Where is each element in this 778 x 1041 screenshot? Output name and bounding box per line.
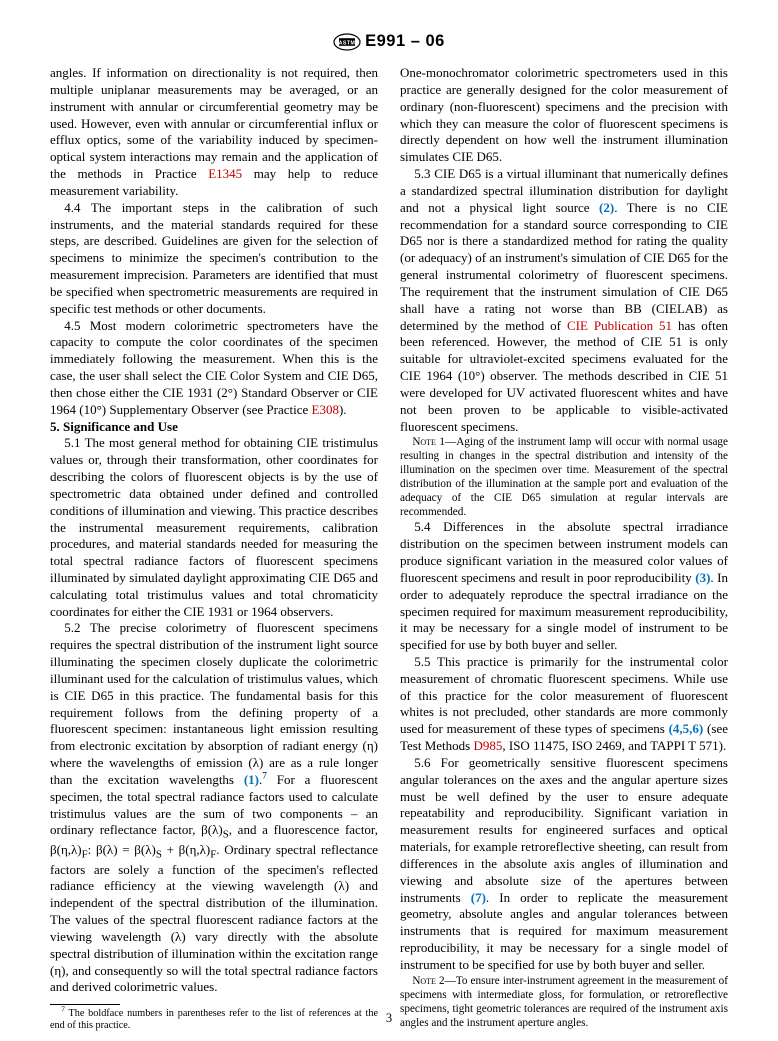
text: ). xyxy=(339,402,347,417)
astm-logo: ASTM xyxy=(333,33,361,51)
text: , ISO 11475, ISO 2469, and TAPPI T 571). xyxy=(502,738,726,753)
text: 5.6 For geometrically sensitive fluoresc… xyxy=(400,755,728,905)
doc-id: E991 – 06 xyxy=(365,32,445,50)
para-4-4: 4.4 The important steps in the calibrati… xyxy=(50,200,378,318)
link-d985[interactable]: D985 xyxy=(473,738,502,753)
text: 5.4 Differences in the absolute spectral… xyxy=(400,519,728,584)
link-cie51[interactable]: CIE Publication 51 xyxy=(567,318,672,333)
text: has often been referenced. However, the … xyxy=(400,318,728,434)
ref-1[interactable]: (1) xyxy=(244,772,259,787)
note-1-label: Note 1 xyxy=(412,436,445,448)
refs-456[interactable]: (4,5,6) xyxy=(669,721,704,736)
ref-7[interactable]: (7) xyxy=(471,890,486,905)
note-2-label: Note 2 xyxy=(412,975,444,987)
text: angles. If information on directionality… xyxy=(50,65,378,181)
para-5-4: 5.4 Differences in the absolute spectral… xyxy=(400,519,728,654)
para-4-5: 4.5 Most modern colorimetric spectromete… xyxy=(50,318,378,419)
para-5-5: 5.5 This practice is primarily for the i… xyxy=(400,654,728,755)
para-5-2: 5.2 The precise colorimetry of fluoresce… xyxy=(50,620,378,996)
svg-text:ASTM: ASTM xyxy=(339,40,356,46)
para-5-6: 5.6 For geometrically sensitive fluoresc… xyxy=(400,755,728,974)
text: : β(λ) = β(λ) xyxy=(88,842,156,857)
para-5-2-cont: One-monochromator colorimetric spectrome… xyxy=(400,65,728,166)
ref-3[interactable]: (3) xyxy=(695,570,710,585)
link-e308[interactable]: E308 xyxy=(312,402,339,417)
ref-2[interactable]: (2) xyxy=(599,200,614,215)
text: 5.2 The precise colorimetry of fluoresce… xyxy=(50,620,378,786)
text: . Ordinary spectral reflectance factors … xyxy=(50,842,378,994)
note-1-text: —Aging of the instrument lamp will occur… xyxy=(400,436,728,518)
text: . There is no CIE recommendation for a s… xyxy=(400,200,728,333)
para-5-1: 5.1 The most general method for obtainin… xyxy=(50,435,378,620)
para-5-3: 5.3 CIE D65 is a virtual illuminant that… xyxy=(400,166,728,435)
section-5-heading: 5. Significance and Use xyxy=(50,419,378,436)
page-number: 3 xyxy=(0,1011,778,1026)
text: + β(η,λ) xyxy=(162,842,210,857)
page: ASTM E991 – 06 angles. If information on… xyxy=(0,0,778,1041)
note-1: Note 1—Aging of the instrument lamp will… xyxy=(400,435,728,519)
masthead: ASTM E991 – 06 xyxy=(50,32,728,51)
para-4-3-cont: angles. If information on directionality… xyxy=(50,65,378,200)
body-columns: angles. If information on directionality… xyxy=(50,65,728,1033)
link-e1345[interactable]: E1345 xyxy=(208,166,242,181)
